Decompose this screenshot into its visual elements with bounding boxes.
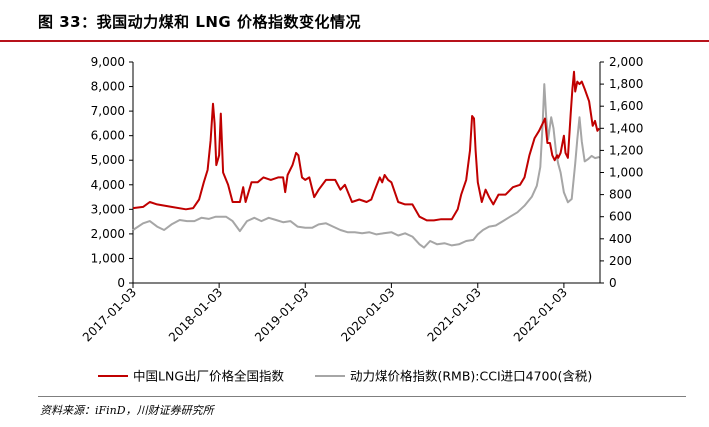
right-y-tick-label: 1,000 bbox=[609, 166, 643, 180]
right-y-tick-label: 1,800 bbox=[609, 77, 643, 91]
left-y-tick-label: 5,000 bbox=[91, 153, 125, 167]
x-tick-label: 2021-01-03 bbox=[425, 285, 484, 344]
coal-price-line bbox=[132, 83, 600, 249]
legend-label-coal: 动力煤价格指数(RMB):CCI进口4700(含税) bbox=[350, 369, 592, 384]
left-y-tick-label: 4,000 bbox=[91, 178, 125, 192]
right-y-tick-label: 400 bbox=[609, 232, 632, 246]
left-y-tick-label: 3,000 bbox=[91, 202, 125, 216]
source-divider bbox=[38, 396, 686, 397]
left-y-tick-label: 6,000 bbox=[91, 129, 125, 143]
right-y-tick-label: 600 bbox=[609, 210, 632, 224]
left-y-tick-label: 2,000 bbox=[91, 227, 125, 241]
x-tick-label: 2017-01-03 bbox=[80, 285, 139, 344]
source-note: 资料来源：iFinD，川财证券研究所 bbox=[40, 404, 214, 417]
right-y-tick-label: 200 bbox=[609, 254, 632, 268]
left-y-tick-label: 0 bbox=[117, 276, 125, 290]
x-tick-label: 2019-01-03 bbox=[252, 285, 311, 344]
lng-price-line bbox=[132, 70, 601, 222]
right-y-tick-label: 800 bbox=[609, 188, 632, 202]
right-y-tick-label: 0 bbox=[609, 276, 617, 290]
right-y-tick-label: 1,400 bbox=[609, 121, 643, 135]
title-bar: 图 33：我国动力煤和 LNG 价格指数变化情况 bbox=[0, 0, 709, 42]
legend-label-lng: 中国LNG出厂价格全国指数 bbox=[133, 369, 285, 384]
left-y-tick-label: 9,000 bbox=[91, 55, 125, 69]
figure-title: 图 33：我国动力煤和 LNG 价格指数变化情况 bbox=[38, 13, 361, 31]
left-y-tick-label: 1,000 bbox=[91, 251, 125, 265]
x-tick-label: 2018-01-03 bbox=[166, 285, 225, 344]
left-y-tick-label: 8,000 bbox=[91, 80, 125, 94]
right-y-tick-label: 1,600 bbox=[609, 99, 643, 113]
x-tick-label: 2022-01-03 bbox=[511, 285, 570, 344]
x-tick-label: 2020-01-03 bbox=[338, 285, 397, 344]
left-y-tick-label: 7,000 bbox=[91, 104, 125, 118]
right-y-tick-label: 1,200 bbox=[609, 143, 643, 157]
right-y-tick-label: 2,000 bbox=[609, 55, 643, 69]
